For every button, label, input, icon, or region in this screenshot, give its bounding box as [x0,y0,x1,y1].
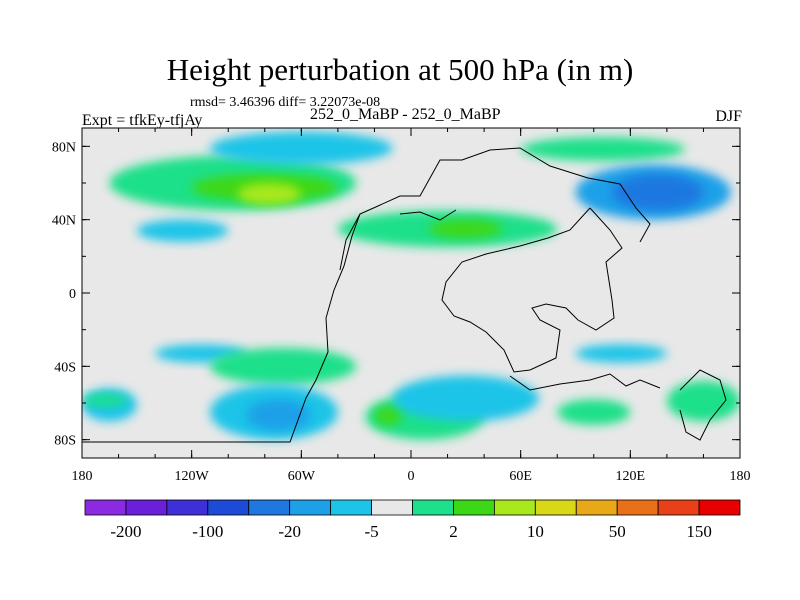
colorbar-swatch [493,499,536,516]
anomaly-region-2 [237,183,302,205]
colorbar-swatch [534,499,577,516]
colorbar-swatch [616,499,659,516]
colorbar-swatch [412,499,454,516]
anomaly-region-15 [374,406,402,426]
colorbar-swatch [575,499,618,516]
difference-label: 252_0_MaBP - 252_0_MaBP [310,106,501,123]
colorbar-label: -200 [110,522,141,541]
colorbar-swatch [657,499,700,516]
colorbar-label: 10 [527,522,544,541]
y-tick-label: 80S [54,434,76,449]
x-tick-label: 60W [288,469,316,484]
colorbar-swatch [453,499,495,516]
anomaly-region-16 [392,375,539,422]
x-tick-label: 120W [175,469,210,484]
anomaly-region-5 [520,137,686,161]
colorbar-swatch [371,499,413,516]
anomaly-region-8 [612,173,704,211]
colorbar-label: -100 [192,522,223,541]
x-tick-label: 180 [72,469,93,484]
colorbar [84,499,741,516]
colorbar-label: -5 [364,522,378,541]
x-tick-label: 0 [408,469,415,484]
colorbar-label: -20 [278,522,301,541]
y-tick-label: 80N [52,140,76,155]
colorbar-swatch [207,499,250,516]
x-tick-label: 180 [730,469,751,484]
x-tick-label: 60E [509,469,532,484]
anomaly-region-11 [209,348,357,385]
colorbar-labels: -200 -100 -20 -5 2 10 50 150 [110,522,711,541]
anomaly-region-17 [557,399,631,425]
coastline-outline [82,147,727,443]
x-tick-label: 120E [616,469,646,484]
colorbar-swatch [698,499,741,516]
x-axis-ticks: 180 120W 60W 0 60E 120E 180 [72,128,751,484]
anomaly-region-21 [575,344,667,363]
colorbar-swatch [125,499,168,516]
stats-label: rmsd= 3.46396 diff= 3.22073e-08 [190,95,381,110]
anomaly-region-20 [82,393,128,407]
anomaly-region-6 [209,131,393,165]
colorbar-label: 2 [449,522,458,541]
colorbar-swatch [248,499,291,516]
anomaly-region-13 [246,399,311,431]
colorbar-swatch [289,499,332,516]
colorbar-label: 150 [686,522,712,541]
anomaly-region-4 [429,219,503,238]
experiment-label: Expt = tfkEy-tfjAy [82,112,203,129]
colorbar-swatch [330,499,372,516]
colorbar-swatch [84,499,127,516]
chart-title: Height perturbation at 500 hPa (in m) [166,52,634,87]
y-tick-label: 40S [54,360,76,375]
y-tick-label: 0 [69,287,76,302]
colorbar-label: 50 [609,522,626,541]
colorbar-swatch [166,499,209,516]
anomaly-region-18 [666,381,740,422]
y-tick-label: 40N [52,214,76,229]
y-axis-ticks: 80N 40N 0 40S 80S [52,140,740,449]
anomaly-region-9 [136,219,229,242]
season-label: DJF [715,108,742,125]
